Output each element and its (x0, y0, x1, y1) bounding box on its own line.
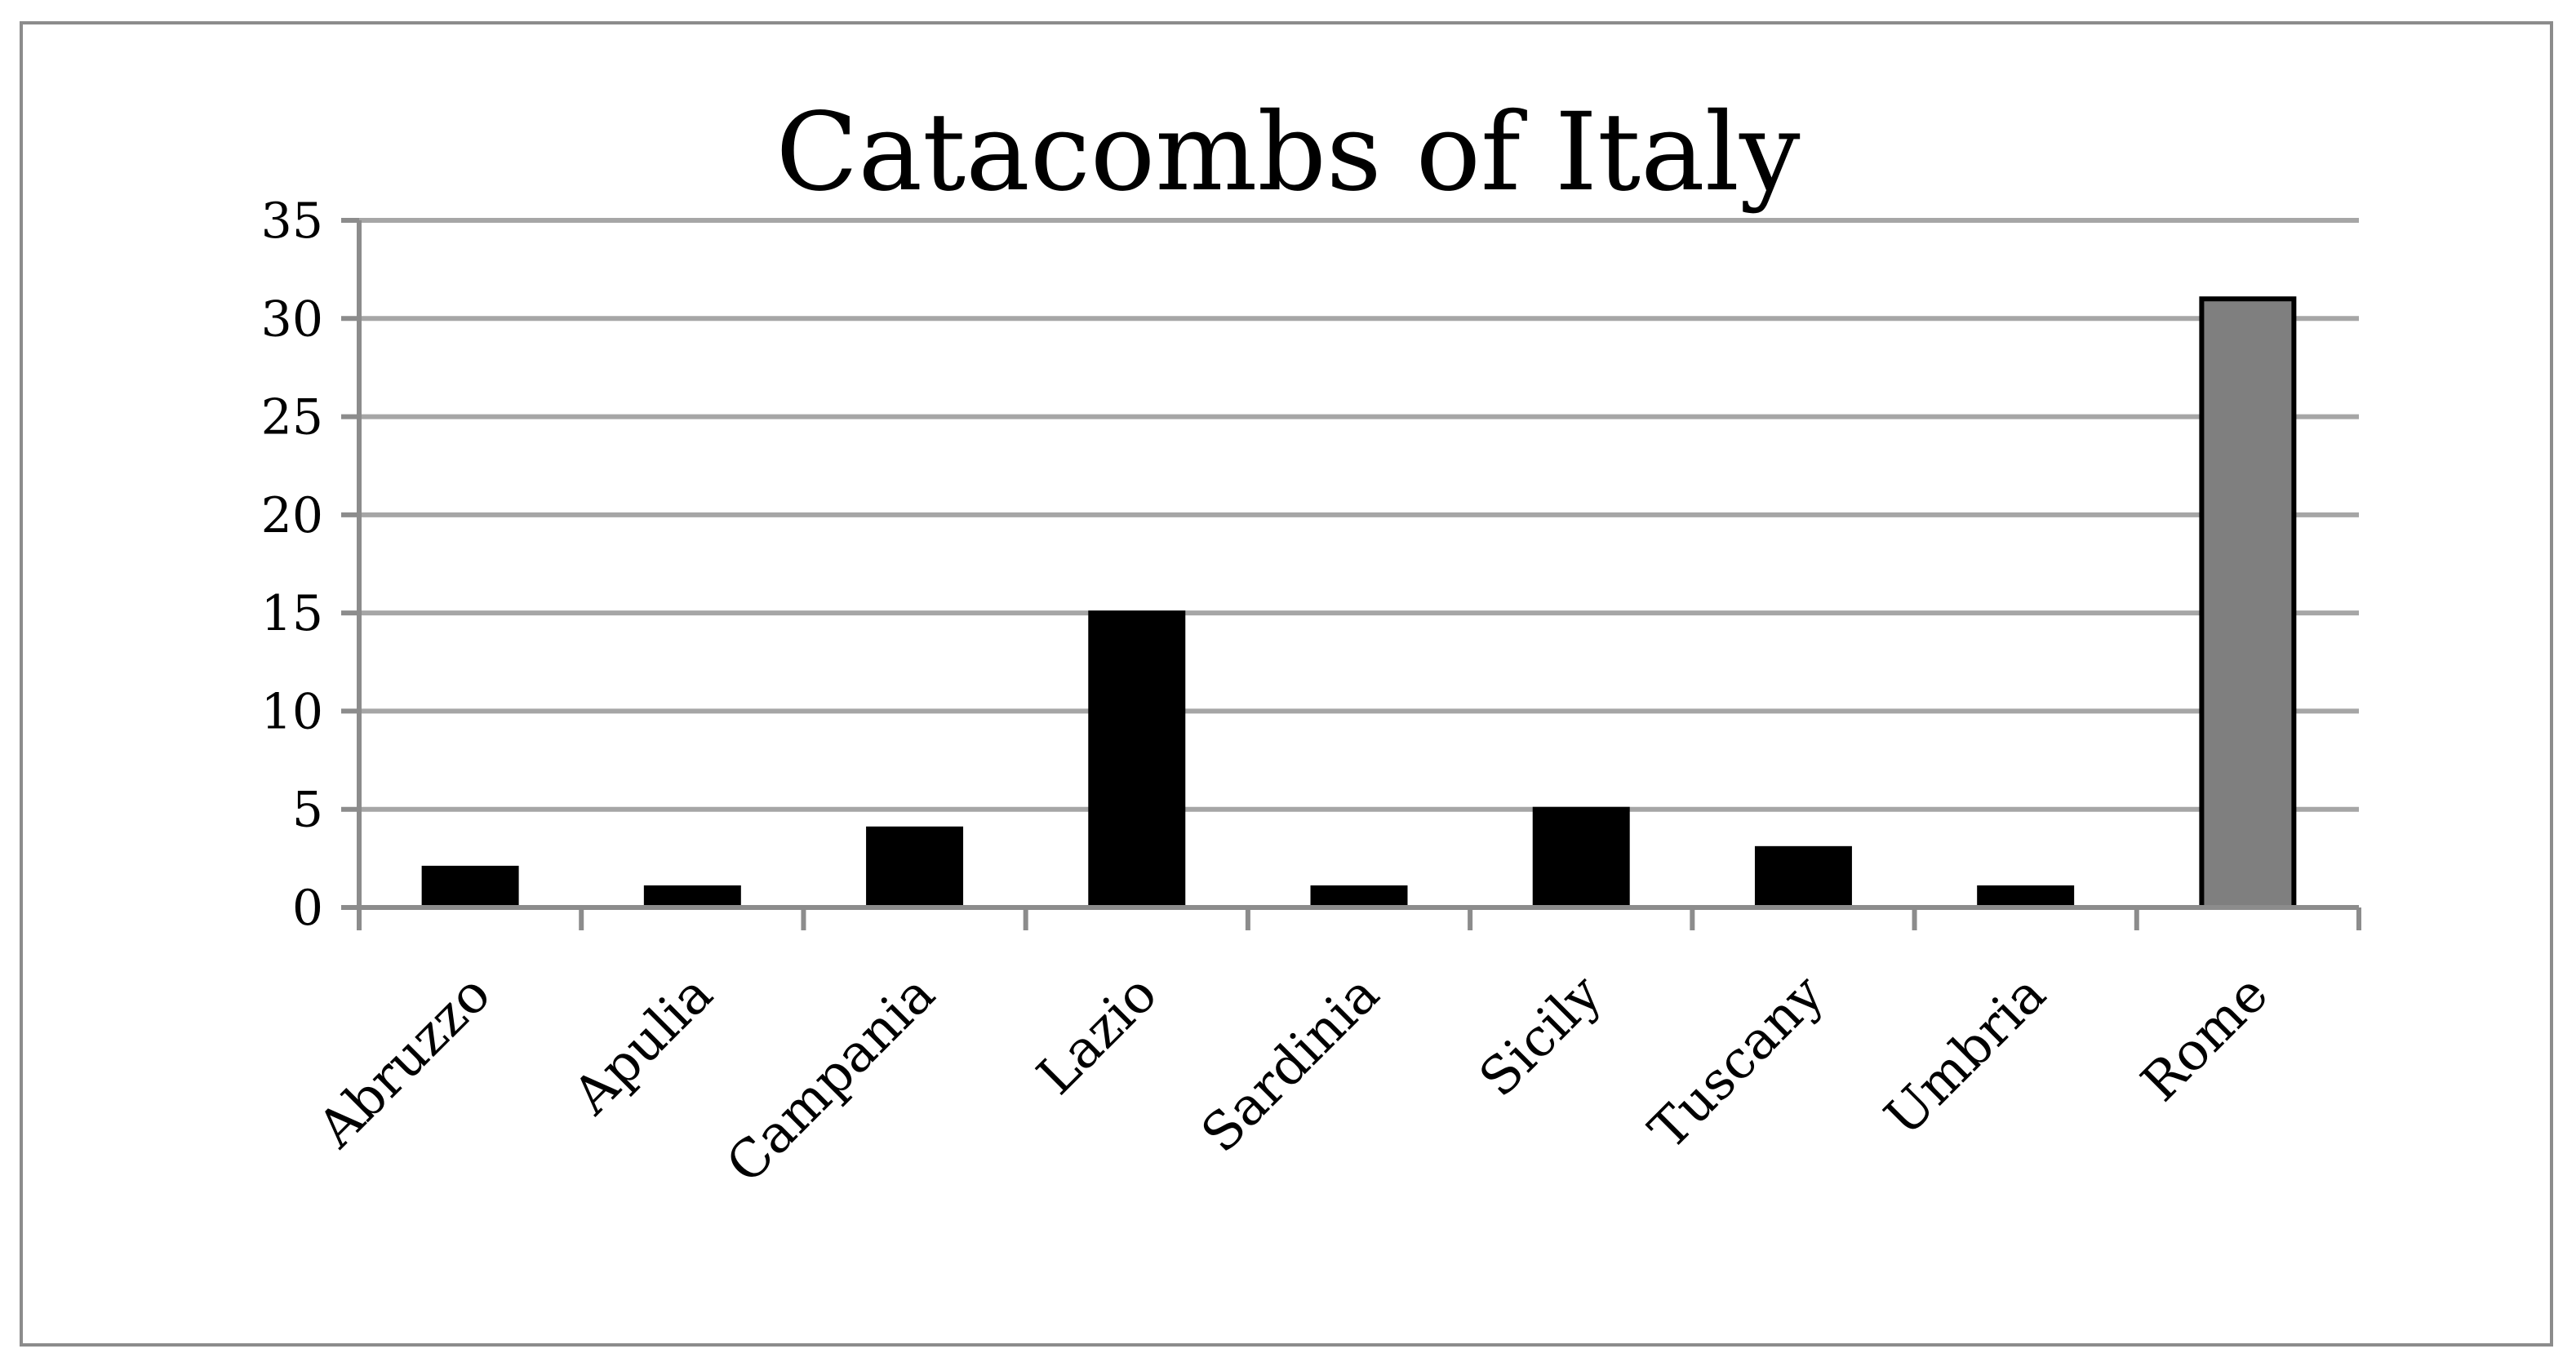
y-tick-label: 30 (261, 291, 323, 348)
axes (357, 220, 2361, 930)
x-tick-label-lazio: Lazio (1026, 964, 1169, 1107)
x-tick-label-rome: Rome (2130, 964, 2280, 1113)
x-tick-label-sardinia: Sardinia (1190, 964, 1391, 1165)
bar-umbria (1977, 885, 2075, 911)
bar-sardinia (1310, 885, 1408, 911)
gridlines (359, 218, 2359, 812)
bar-lazio (1088, 610, 1186, 911)
x-tick-label-sicily: Sicily (1468, 964, 1614, 1109)
chart-frame (20, 21, 2553, 1347)
y-tick-label: 10 (261, 683, 323, 740)
y-tick-label: 0 (292, 880, 323, 937)
y-tick-label: 25 (261, 389, 323, 446)
bar-abruzzo (421, 865, 519, 911)
bar-rome (2199, 296, 2297, 910)
x-tick-label-umbria: Umbria (1874, 964, 2058, 1147)
y-tick-label: 15 (261, 585, 323, 642)
y-tick-label: 35 (261, 193, 323, 250)
x-tick-label-abruzzo: Abruzzo (306, 964, 502, 1160)
bar-tuscany (1754, 845, 1852, 911)
bar-apulia (643, 885, 741, 911)
bar-sicily (1532, 806, 1630, 911)
y-tick-label: 20 (261, 487, 323, 544)
x-tick-label-tuscany: Tuscany (1638, 964, 1836, 1161)
x-tick-label-apulia: Apulia (562, 964, 725, 1127)
bar-campania (866, 826, 964, 910)
y-axis-ticks: 0 5 10 15 20 25 30 35 (261, 193, 359, 937)
bars (421, 296, 2297, 911)
chart-title: Catacombs of Italy (775, 90, 1801, 215)
x-tick-label-campania: Campania (715, 964, 946, 1195)
y-tick-label: 5 (292, 782, 323, 839)
